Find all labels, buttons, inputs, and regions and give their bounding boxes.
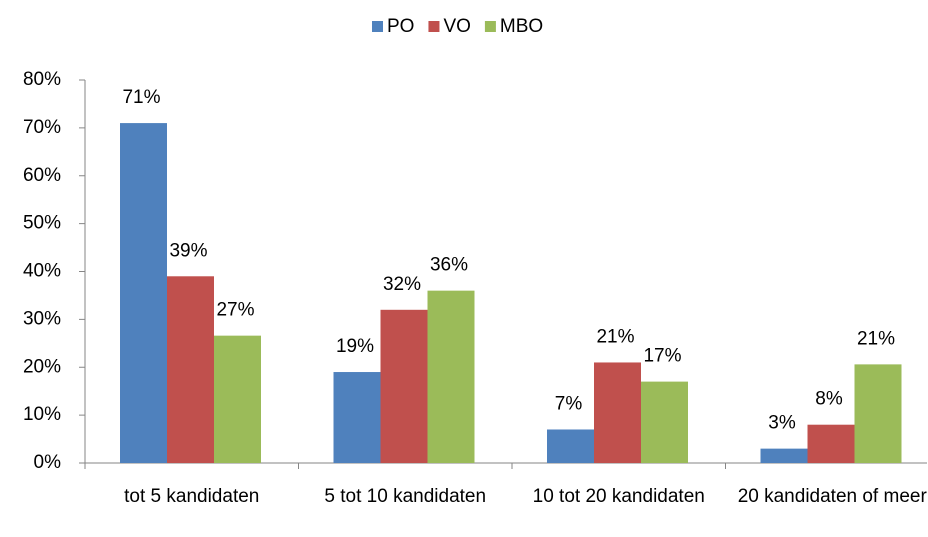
data-label: 71%	[122, 87, 160, 108]
bar	[547, 429, 594, 463]
bar	[333, 372, 381, 463]
data-label: 19%	[336, 336, 374, 357]
data-label: 39%	[169, 240, 207, 261]
data-label: 3%	[768, 413, 796, 434]
data-label: 21%	[596, 326, 634, 347]
y-tick-label: 30%	[23, 308, 61, 329]
y-tick-label: 10%	[23, 404, 61, 425]
data-label: 32%	[383, 274, 421, 295]
data-label: 36%	[430, 255, 468, 276]
x-tick-label: tot 5 kandidaten	[124, 486, 260, 507]
x-tick-label: 10 tot 20 kandidaten	[532, 486, 705, 507]
y-tick-label: 50%	[23, 213, 61, 234]
y-tick-label: 60%	[23, 165, 61, 186]
legend-label: MBO	[500, 16, 543, 37]
y-tick-label: 70%	[23, 117, 61, 138]
bar	[641, 381, 688, 463]
bar	[214, 335, 261, 463]
bar	[380, 309, 428, 463]
legend-swatch	[484, 21, 496, 32]
data-label: 21%	[857, 328, 895, 349]
y-tick-label: 80%	[23, 69, 61, 90]
bar	[427, 290, 475, 463]
y-tick-label: 0%	[34, 452, 62, 473]
bar	[854, 364, 902, 463]
legend-label: VO	[443, 16, 470, 37]
bar	[760, 448, 808, 463]
data-label: 8%	[815, 389, 843, 410]
y-tick-label: 40%	[23, 261, 61, 282]
bar	[807, 424, 855, 463]
bar	[167, 276, 214, 463]
data-label: 7%	[555, 394, 583, 415]
data-label: 27%	[216, 300, 254, 321]
data-label: 17%	[643, 346, 681, 367]
legend-label: PO	[387, 16, 414, 37]
x-tick-label: 5 tot 10 kandidaten	[324, 486, 487, 507]
bar	[120, 123, 167, 464]
bar	[594, 362, 641, 463]
legend-swatch	[428, 21, 440, 32]
legend-swatch	[372, 21, 383, 32]
y-tick-label: 20%	[23, 356, 61, 377]
x-tick-label: 20 kandidaten of meer	[737, 486, 927, 507]
